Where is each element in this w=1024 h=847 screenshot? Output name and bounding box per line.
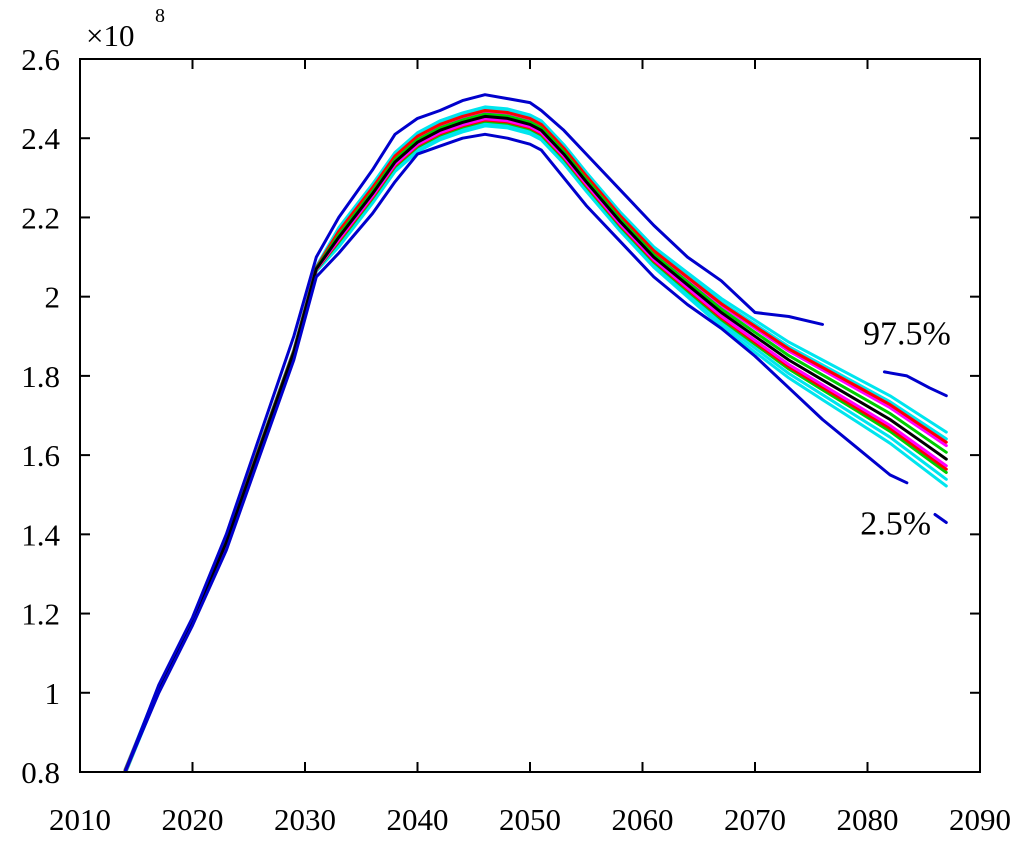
series-line-run-10 (123, 117, 948, 772)
series-line-run-4 (124, 122, 948, 772)
series-line-run-2 (124, 124, 948, 772)
series-line-97-5-tail (882, 370, 948, 398)
x-tick-label-2010: 2010 (49, 802, 111, 837)
y-tick-label-1: 1 (45, 676, 61, 711)
series-line-run-7 (123, 109, 948, 772)
series-line-2-5-tail (933, 513, 948, 524)
y-tick-label-0.8: 0.8 (21, 755, 60, 790)
y-tick-label-2.2: 2.2 (21, 200, 60, 235)
series-line-run-5 (123, 110, 948, 772)
x-tick-label-2040: 2040 (387, 802, 449, 837)
y-tick-label-2.6: 2.6 (21, 42, 60, 77)
series-line-2-5- (123, 132, 909, 772)
annotations: 97.5% 2.5% (860, 315, 951, 542)
annotation-975: 97.5% (863, 315, 951, 352)
y-tick-label-2.4: 2.4 (21, 121, 60, 156)
y-scale-factor: ×10 8 (86, 5, 165, 53)
y-tick-label-2: 2 (45, 280, 61, 315)
y-tick-label-1.2: 1.2 (21, 597, 60, 632)
series-line-run-9 (123, 112, 948, 772)
series-line-run-3 (123, 107, 948, 772)
series-line-run-11 (123, 114, 948, 772)
series-line-run-6 (123, 119, 948, 772)
y-scale-base: ×10 (86, 18, 134, 53)
series-line-run-1 (123, 105, 948, 772)
x-tick-label-2020: 2020 (162, 802, 224, 837)
series-line-97-5- (123, 93, 824, 772)
y-scale-exponent: 8 (155, 5, 165, 27)
y-tick-label-1.6: 1.6 (21, 438, 60, 473)
x-tick-label-2070: 2070 (724, 802, 786, 837)
x-tick-label-2080: 2080 (837, 802, 899, 837)
axis-tick-labels: 2010 2020 2030 2040 2050 2060 2070 2080 2090 0.8 1… (21, 42, 1011, 837)
x-tick-label-2050: 2050 (499, 802, 561, 837)
x-tick-label-2090: 2090 (949, 802, 1011, 837)
series-line-run-8 (123, 118, 948, 772)
series-layer (123, 93, 948, 772)
y-tick-label-1.8: 1.8 (21, 359, 60, 394)
x-tick-label-2060: 2060 (612, 802, 674, 837)
axis-ticks (79, 58, 981, 773)
x-tick-label-2030: 2030 (274, 802, 336, 837)
annotation-25: 2.5% (860, 505, 931, 542)
y-tick-label-1.4: 1.4 (21, 517, 60, 552)
